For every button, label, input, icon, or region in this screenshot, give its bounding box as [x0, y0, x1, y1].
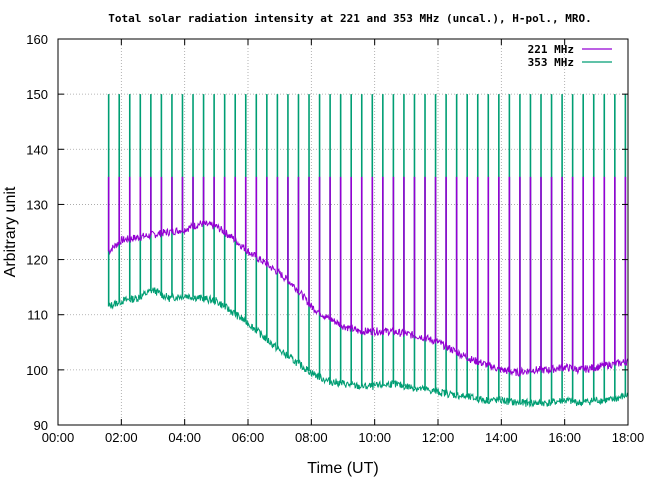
x-tick-label: 12:00 — [422, 430, 455, 445]
series-221mhz — [107, 176, 629, 378]
y-tick-label: 150 — [26, 87, 48, 102]
y-tick-label: 160 — [26, 32, 48, 47]
legend-label-353mhz: 353 MHz — [528, 56, 574, 69]
series-line-353mhz — [108, 287, 629, 408]
x-tick-label: 14:00 — [485, 430, 518, 445]
y-tick-label: 90 — [34, 418, 48, 433]
legend: 221 MHz 353 MHz — [528, 43, 612, 69]
chart-title: Total solar radiation intensity at 221 a… — [108, 12, 591, 25]
x-tick-label: 16:00 — [548, 430, 581, 445]
legend-label-221mhz: 221 MHz — [528, 43, 574, 56]
x-tick-label: 06:00 — [232, 430, 265, 445]
y-tick-label: 130 — [26, 197, 48, 212]
x-axis-label: Time (UT) — [307, 460, 378, 477]
series-layer — [107, 94, 629, 408]
y-tick-label: 110 — [27, 308, 48, 323]
x-tick-label: 10:00 — [358, 430, 391, 445]
grid-lines — [58, 39, 628, 425]
y-tick-label: 120 — [26, 253, 48, 268]
y-tick-label: 100 — [26, 363, 48, 378]
x-tick-label: 18:00 — [612, 430, 645, 445]
series-line-221mhz — [108, 219, 629, 378]
y-tick-label: 140 — [26, 142, 48, 157]
plot-frame — [57, 38, 629, 426]
axis-ticks: 00:00 02:00 04:00 06:00 08:00 10:00 12:00 14:00… — [26, 32, 644, 445]
x-tick-label: 08:00 — [295, 430, 328, 445]
x-tick-label: 04:00 — [168, 430, 201, 445]
x-tick-label: 02:00 — [105, 430, 138, 445]
x-tick-label: 00:00 — [42, 430, 75, 445]
y-axis-label: Arbitrary unit — [2, 186, 19, 277]
series-353mhz — [107, 94, 629, 408]
